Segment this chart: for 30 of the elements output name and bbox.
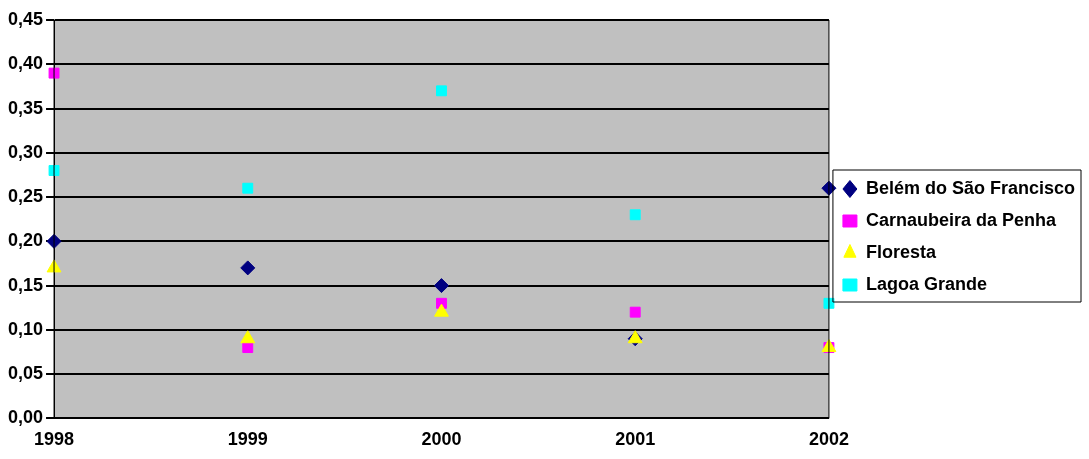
y-tick-label: 0,00 — [7, 407, 44, 428]
point — [436, 85, 447, 97]
point — [629, 209, 641, 221]
y-tick-label: 0,25 — [7, 186, 44, 207]
point — [240, 260, 256, 276]
y-tick-label: 0,40 — [7, 53, 44, 74]
x-tick-label: 2000 — [421, 429, 462, 450]
point — [433, 278, 449, 294]
point — [240, 330, 256, 344]
x-tick-label: 2001 — [615, 429, 656, 450]
y-tick-label: 0,35 — [7, 97, 44, 118]
legend-label: Floresta — [865, 241, 937, 262]
point — [242, 182, 254, 194]
y-tick-label: 0,10 — [7, 318, 44, 339]
point — [434, 303, 449, 317]
x-tick-label: 1999 — [227, 429, 268, 450]
x-tick-label: 1998 — [34, 429, 75, 450]
point — [242, 342, 254, 354]
x-tick-label: 2002 — [808, 429, 849, 450]
y-tick-label: 0,20 — [7, 230, 44, 251]
y-tick-label: 0,15 — [7, 274, 44, 295]
legend-label: Carnaubeira da Penha — [865, 209, 1057, 230]
y-tick-label: 0,45 — [7, 8, 44, 29]
y-tick-label: 0,05 — [7, 363, 44, 384]
point — [48, 67, 60, 79]
y-tick-label: 0,30 — [7, 141, 44, 162]
point — [48, 165, 60, 176]
legend-label: Lagoa Grande — [865, 273, 987, 294]
point — [629, 306, 641, 318]
legend-label: Belém do São Francisco — [865, 177, 1076, 198]
